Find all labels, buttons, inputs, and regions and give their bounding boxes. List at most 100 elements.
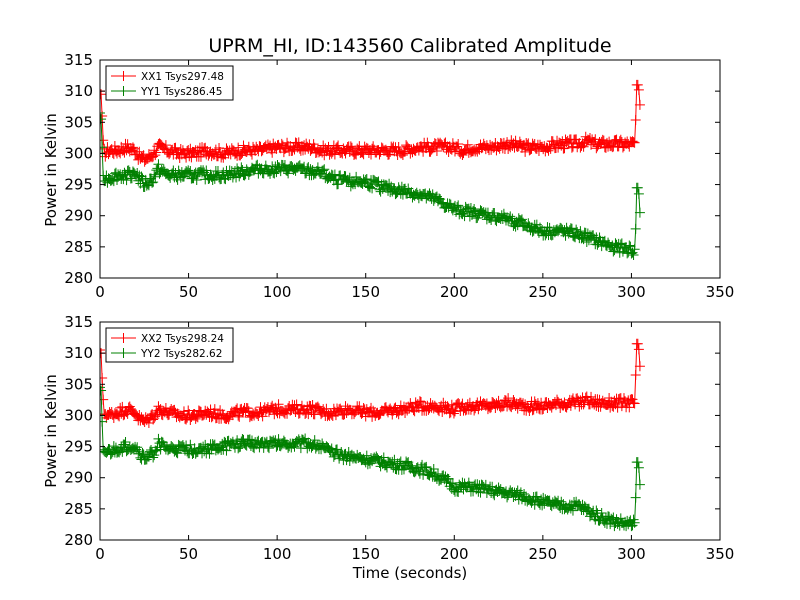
y-tick-label: 315 <box>64 313 93 331</box>
data-point-marker <box>340 148 351 159</box>
x-tick-label: 350 <box>706 545 735 563</box>
data-point-marker <box>204 448 215 459</box>
data-point-marker <box>589 399 600 410</box>
data-point-marker <box>537 500 548 511</box>
data-point-marker <box>453 200 464 211</box>
data-point-marker <box>133 448 144 459</box>
legend-label: XX2 Tsys298.24 <box>141 333 224 345</box>
data-point-marker <box>630 223 641 234</box>
data-point-marker <box>312 401 323 412</box>
y-tick-label: 295 <box>64 438 93 456</box>
legend-label: YY1 Tsys286.45 <box>140 86 222 98</box>
y-tick-label: 305 <box>64 375 93 393</box>
data-point-marker <box>606 513 617 524</box>
data-point-marker <box>612 402 623 413</box>
data-point-marker <box>123 165 134 176</box>
data-point-marker <box>544 222 555 233</box>
legend: XX1 Tsys297.48 YY1 Tsys286.45 <box>105 65 234 101</box>
x-tick-label: 100 <box>263 283 292 301</box>
data-point-marker <box>273 399 284 410</box>
data-point-marker <box>127 142 138 153</box>
data-point-marker <box>428 463 439 474</box>
data-point-marker <box>244 434 255 445</box>
data-point-marker <box>524 145 535 156</box>
data-point-marker <box>238 140 249 151</box>
data-point-marker <box>596 507 607 518</box>
data-point-marker <box>583 503 594 514</box>
data-point-marker <box>191 175 202 186</box>
x-axis-label: Time (seconds) <box>352 564 468 582</box>
data-point-marker <box>591 505 602 516</box>
y-axis-label-top: Power in Kelvin <box>42 113 60 227</box>
data-point-marker <box>586 391 597 402</box>
data-point-marker <box>421 461 432 472</box>
data-point-marker <box>420 462 431 473</box>
data-point-marker <box>132 442 143 453</box>
data-point-marker <box>436 197 447 208</box>
data-point-marker <box>100 382 105 393</box>
data-point-marker <box>119 147 130 158</box>
data-point-marker <box>279 159 290 170</box>
data-point-marker <box>574 401 585 412</box>
data-point-marker <box>542 222 553 233</box>
data-point-marker <box>506 402 517 413</box>
data-point-marker <box>629 244 640 255</box>
data-point-marker <box>453 138 464 149</box>
y-tick-label: 280 <box>64 269 93 287</box>
data-point-marker <box>160 140 171 151</box>
data-point-marker <box>361 450 372 461</box>
data-point-marker <box>452 141 463 152</box>
data-point-marker <box>140 174 151 185</box>
legend-label: YY2 Tsys282.62 <box>140 348 222 360</box>
data-point-marker <box>289 441 300 452</box>
data-point-marker <box>627 136 638 147</box>
data-point-marker <box>571 224 582 235</box>
top-panel: UPRM_HI, ID:143560 Calibrated Amplitude … <box>42 35 734 301</box>
data-point-marker <box>628 137 639 148</box>
data-point-marker <box>630 370 641 381</box>
data-point-marker <box>581 236 592 247</box>
data-point-marker <box>632 79 643 90</box>
data-point-marker <box>634 99 645 110</box>
data-point-marker <box>149 450 160 461</box>
legend-marker <box>118 333 129 343</box>
data-point-marker <box>263 443 274 454</box>
y-tick-label: 285 <box>64 238 93 256</box>
data-point-marker <box>600 142 611 153</box>
data-point-marker <box>332 444 343 455</box>
data-point-marker <box>190 413 201 424</box>
data-point-marker <box>633 344 644 355</box>
data-point-marker <box>206 412 217 423</box>
data-point-marker <box>323 141 334 152</box>
data-point-marker <box>142 179 153 190</box>
data-point-marker <box>520 146 531 157</box>
data-point-marker <box>633 84 644 95</box>
data-point-marker <box>157 437 168 448</box>
legend-marker <box>118 348 129 358</box>
data-point-marker <box>564 225 575 236</box>
data-point-marker <box>140 412 151 423</box>
data-point-marker <box>514 214 525 225</box>
data-point-marker <box>608 401 619 412</box>
data-point-marker <box>269 168 280 179</box>
legend-marker <box>118 71 129 81</box>
data-point-marker <box>100 345 105 356</box>
y-tick-label: 295 <box>64 176 93 194</box>
y-tick-label: 300 <box>64 144 93 162</box>
data-point-marker <box>440 137 451 148</box>
data-point-marker <box>120 436 131 447</box>
chart-title: UPRM_HI, ID:143560 Calibrated Amplitude <box>208 35 611 57</box>
data-point-marker <box>634 361 645 372</box>
data-point-marker <box>502 137 513 148</box>
data-point-marker <box>401 456 412 467</box>
data-point-marker <box>361 174 372 185</box>
data-point-marker <box>462 139 473 150</box>
series-xx-group <box>100 338 645 428</box>
data-point-marker <box>279 437 290 448</box>
data-point-marker <box>182 446 193 457</box>
data-point-marker <box>151 147 162 158</box>
data-point-marker <box>100 135 109 146</box>
y-tick-label: 310 <box>64 344 93 362</box>
data-point-marker <box>457 149 468 160</box>
data-point-marker <box>628 249 639 260</box>
